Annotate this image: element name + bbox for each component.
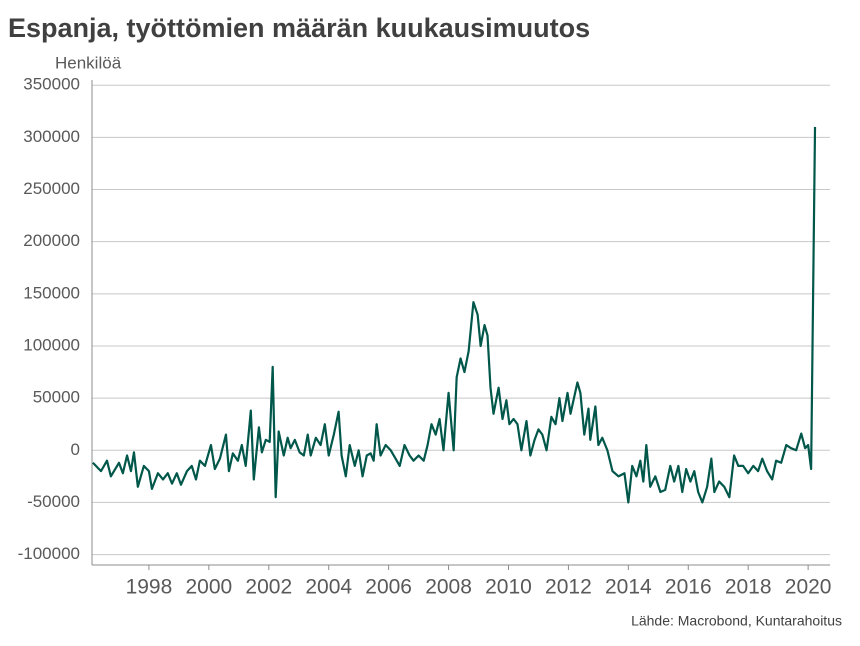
x-tick-label: 2008 — [425, 576, 472, 599]
y-tick-label: 350000 — [23, 75, 80, 94]
x-tick-label: 2000 — [185, 576, 232, 599]
y-tick-label: 50000 — [33, 388, 80, 407]
y-axis-label: Henkilöä — [55, 53, 122, 72]
x-tick-label: 2020 — [785, 576, 832, 599]
x-tick-label: 2004 — [305, 576, 352, 599]
x-tick-label: 2018 — [725, 576, 772, 599]
y-tick-label: -50000 — [27, 492, 80, 511]
y-tick-label: 300000 — [23, 127, 80, 146]
y-tick-label: 150000 — [23, 283, 80, 302]
y-tick-label: 250000 — [23, 179, 80, 198]
x-tick-label: 2006 — [365, 576, 412, 599]
x-tick-label: 2014 — [605, 576, 652, 599]
x-tick-label: 1998 — [126, 576, 173, 599]
y-tick-label: 0 — [71, 440, 80, 459]
x-tick-label: 2010 — [485, 576, 532, 599]
line — [92, 126, 817, 504]
y-tick-label: 200000 — [23, 231, 80, 250]
x-tick-label: 2002 — [245, 576, 292, 599]
chart-title: Espanja, työttömien määrän kuukausimuuto… — [8, 13, 590, 43]
y-tick-label: 100000 — [23, 335, 80, 354]
x-tick-label: 2016 — [665, 576, 712, 599]
source: Lähde: Macrobond, Kuntarahoitus — [631, 613, 842, 629]
y-tick-label: -100000 — [18, 544, 80, 563]
x-tick-label: 2012 — [545, 576, 592, 599]
